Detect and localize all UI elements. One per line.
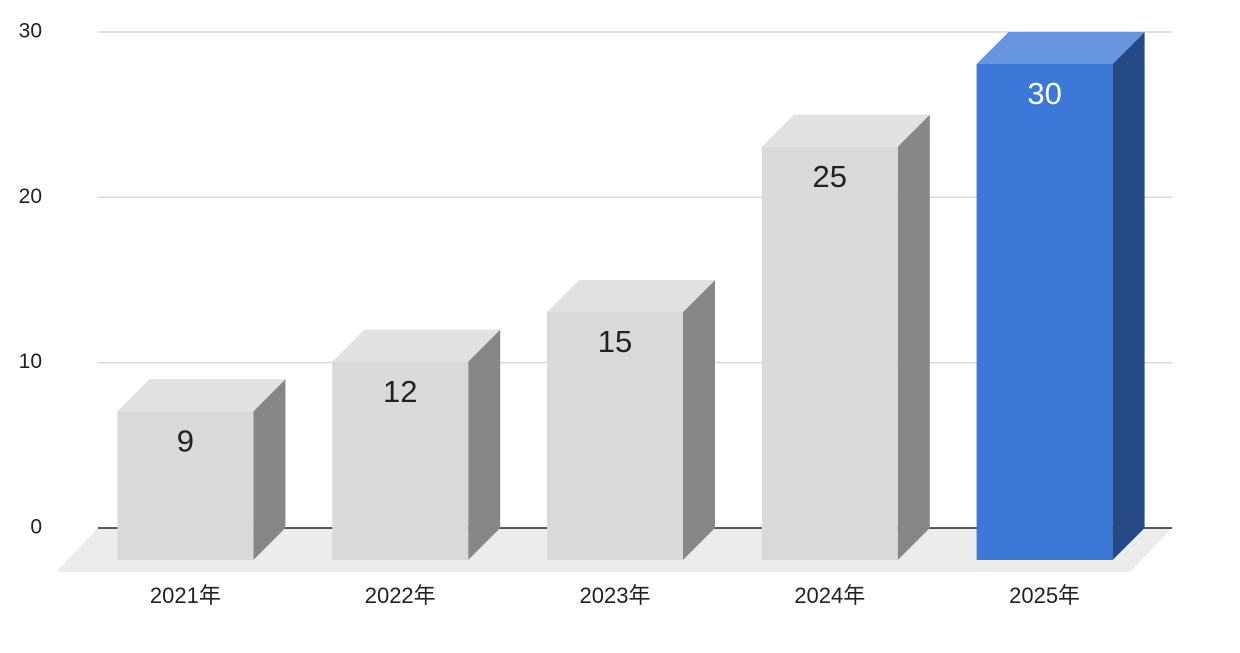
bar (332, 329, 501, 560)
y-tick-label: 20 (19, 185, 42, 208)
x-tick-label: 2025年 (1009, 583, 1080, 608)
x-tick-label: 2023年 (580, 583, 651, 608)
bar-front (761, 146, 898, 560)
bar-front (976, 64, 1113, 560)
bar-side (683, 280, 715, 560)
bar-front (332, 361, 469, 560)
value-label: 15 (598, 324, 632, 359)
bar-front (547, 312, 683, 560)
bar (117, 379, 286, 560)
bar (761, 114, 930, 561)
x-tick-label: 2021年 (150, 583, 221, 608)
bar-top (332, 329, 501, 362)
x-tick-label: 2022年 (365, 583, 436, 608)
bar-front (117, 411, 254, 560)
bar-top (117, 379, 286, 412)
bar-side (1112, 32, 1145, 560)
bar (976, 32, 1145, 560)
bar-side (897, 114, 930, 561)
value-label: 25 (813, 159, 847, 194)
bar-side (253, 379, 286, 560)
bar (547, 280, 715, 560)
value-label: 12 (383, 374, 417, 409)
bar-side (468, 329, 501, 560)
x-tick-label: 2024年 (794, 583, 865, 608)
bar-top (976, 32, 1145, 64)
value-label: 30 (1027, 76, 1061, 111)
y-tick-label: 0 (30, 516, 42, 539)
y-tick-label: 30 (19, 20, 42, 43)
bar-top (761, 114, 930, 147)
bar-top (547, 280, 715, 312)
value-label: 9 (177, 423, 194, 458)
y-tick-label: 10 (19, 350, 42, 373)
